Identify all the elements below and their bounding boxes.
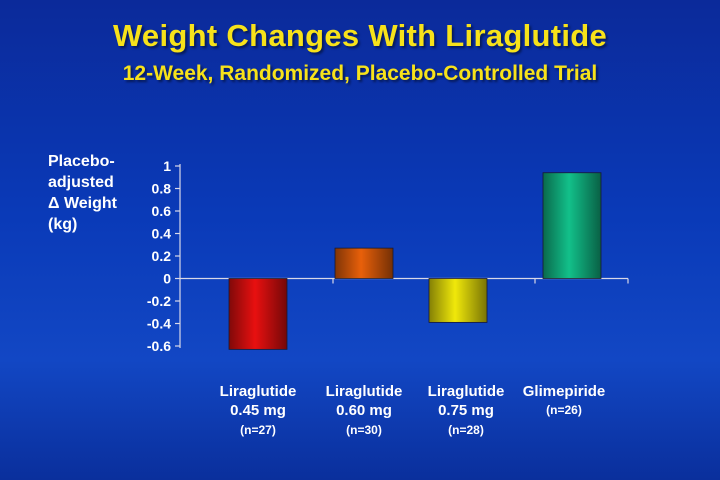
chart-title: Weight Changes With Liraglutide — [112, 18, 608, 53]
y-tick-label: 0.4 — [152, 226, 172, 242]
x-label-liraglutide-045: Liraglutide 0.45 mg (n=27) — [198, 382, 318, 439]
bar-1 — [334, 247, 394, 279]
x-label-name: Liraglutide — [427, 383, 505, 400]
x-label-name: Liraglutide — [219, 383, 297, 400]
y-tick-label: 0 — [163, 271, 171, 287]
x-label-liraglutide-075: Liraglutide 0.75 mg (n=28) — [406, 382, 526, 439]
x-label-n: (n=30) — [346, 423, 382, 437]
y-tick-label: 0.2 — [152, 248, 172, 264]
x-label-n: (n=27) — [240, 423, 276, 437]
x-label-glimepiride: Glimepiride (n=26) — [504, 382, 624, 419]
y-tick-label: 1 — [163, 158, 171, 174]
y-tick-label: -0.6 — [147, 338, 171, 354]
x-label-name: Liraglutide — [325, 383, 403, 400]
chart-subtitle: 12-Week, Randomized, Placebo-Controlled … — [122, 62, 598, 85]
y-axis-label-line-3: Δ Weight — [48, 195, 117, 212]
bar-3 — [542, 172, 602, 279]
y-tick-label: 0.6 — [152, 203, 172, 219]
y-axis-label-line-4: (kg) — [48, 216, 78, 233]
x-label-dose: 0.75 mg — [438, 402, 494, 419]
bar-2 — [428, 278, 488, 323]
x-label-dose: 0.60 mg — [336, 402, 392, 419]
x-label-n: (n=28) — [448, 423, 484, 437]
y-tick-label: 0.8 — [152, 181, 172, 197]
x-label-n: (n=26) — [546, 403, 582, 417]
x-label-liraglutide-060: Liraglutide 0.60 mg (n=30) — [304, 382, 424, 439]
y-axis-label-line-2: adjusted — [48, 174, 114, 191]
bar-0 — [228, 278, 288, 350]
x-label-name: Glimepiride — [522, 383, 606, 400]
x-label-dose: 0.45 mg — [230, 402, 286, 419]
y-axis-label-line-1: Placebo- — [48, 153, 115, 170]
y-axis-label: Placebo- adjusted Δ Weight (kg) — [48, 151, 158, 235]
y-tick-label: -0.2 — [147, 293, 171, 309]
y-tick-label: -0.4 — [147, 316, 171, 332]
